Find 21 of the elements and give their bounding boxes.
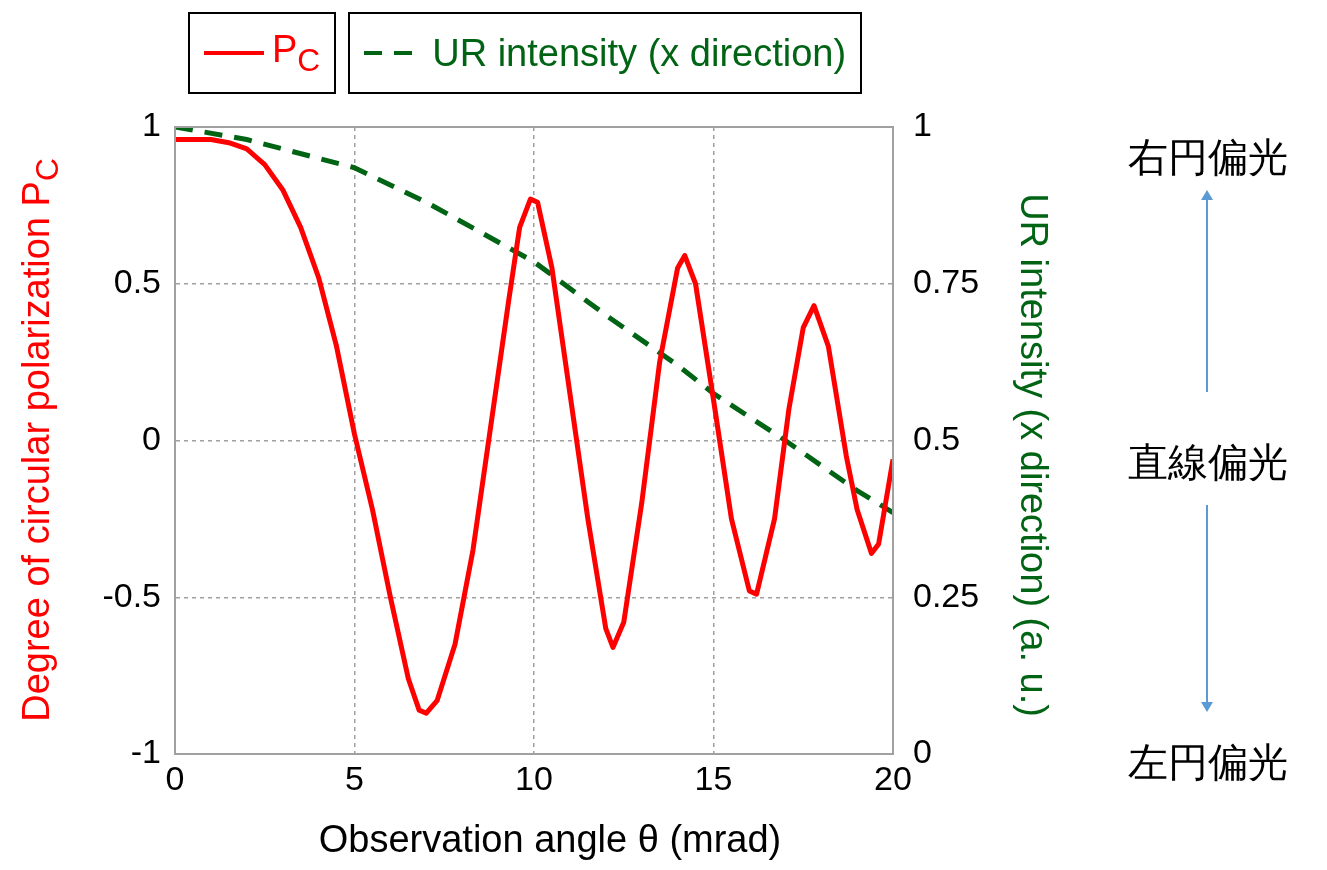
text: 右円偏光 (1126, 133, 1289, 182)
x-tick-label: 15 (694, 758, 733, 797)
legend-label: P$_{C}$ (272, 27, 321, 79)
y2-tick-label: 0.75 (913, 262, 980, 301)
x-tick-label: 5 (345, 758, 364, 797)
x-axis-title: Observation angle θ (mrad) (317, 818, 783, 861)
y-tick-label: -1 (130, 732, 161, 771)
y2-tick-label: 0.25 (913, 575, 980, 614)
y-tick-label: 0.5 (113, 262, 161, 301)
y2-tick-label: 1 (913, 105, 932, 144)
legend-label: UR intensity (x direction) (432, 31, 847, 75)
text: 直線偏光 (1126, 438, 1289, 487)
y-tick-label: 1 (142, 105, 161, 144)
text: 左円偏光 (1126, 738, 1289, 787)
y2-tick-label: 0.5 (913, 418, 961, 457)
y-tick-label: 0 (142, 418, 161, 457)
x-tick-label: 10 (515, 758, 553, 797)
y-tick-label: -0.5 (102, 575, 161, 614)
x-tick-label: 20 (874, 758, 912, 797)
y2-axis-title: UR intensity (x direction) (a. u.) (1012, 192, 1055, 719)
y2-tick-label: 0 (913, 732, 932, 771)
